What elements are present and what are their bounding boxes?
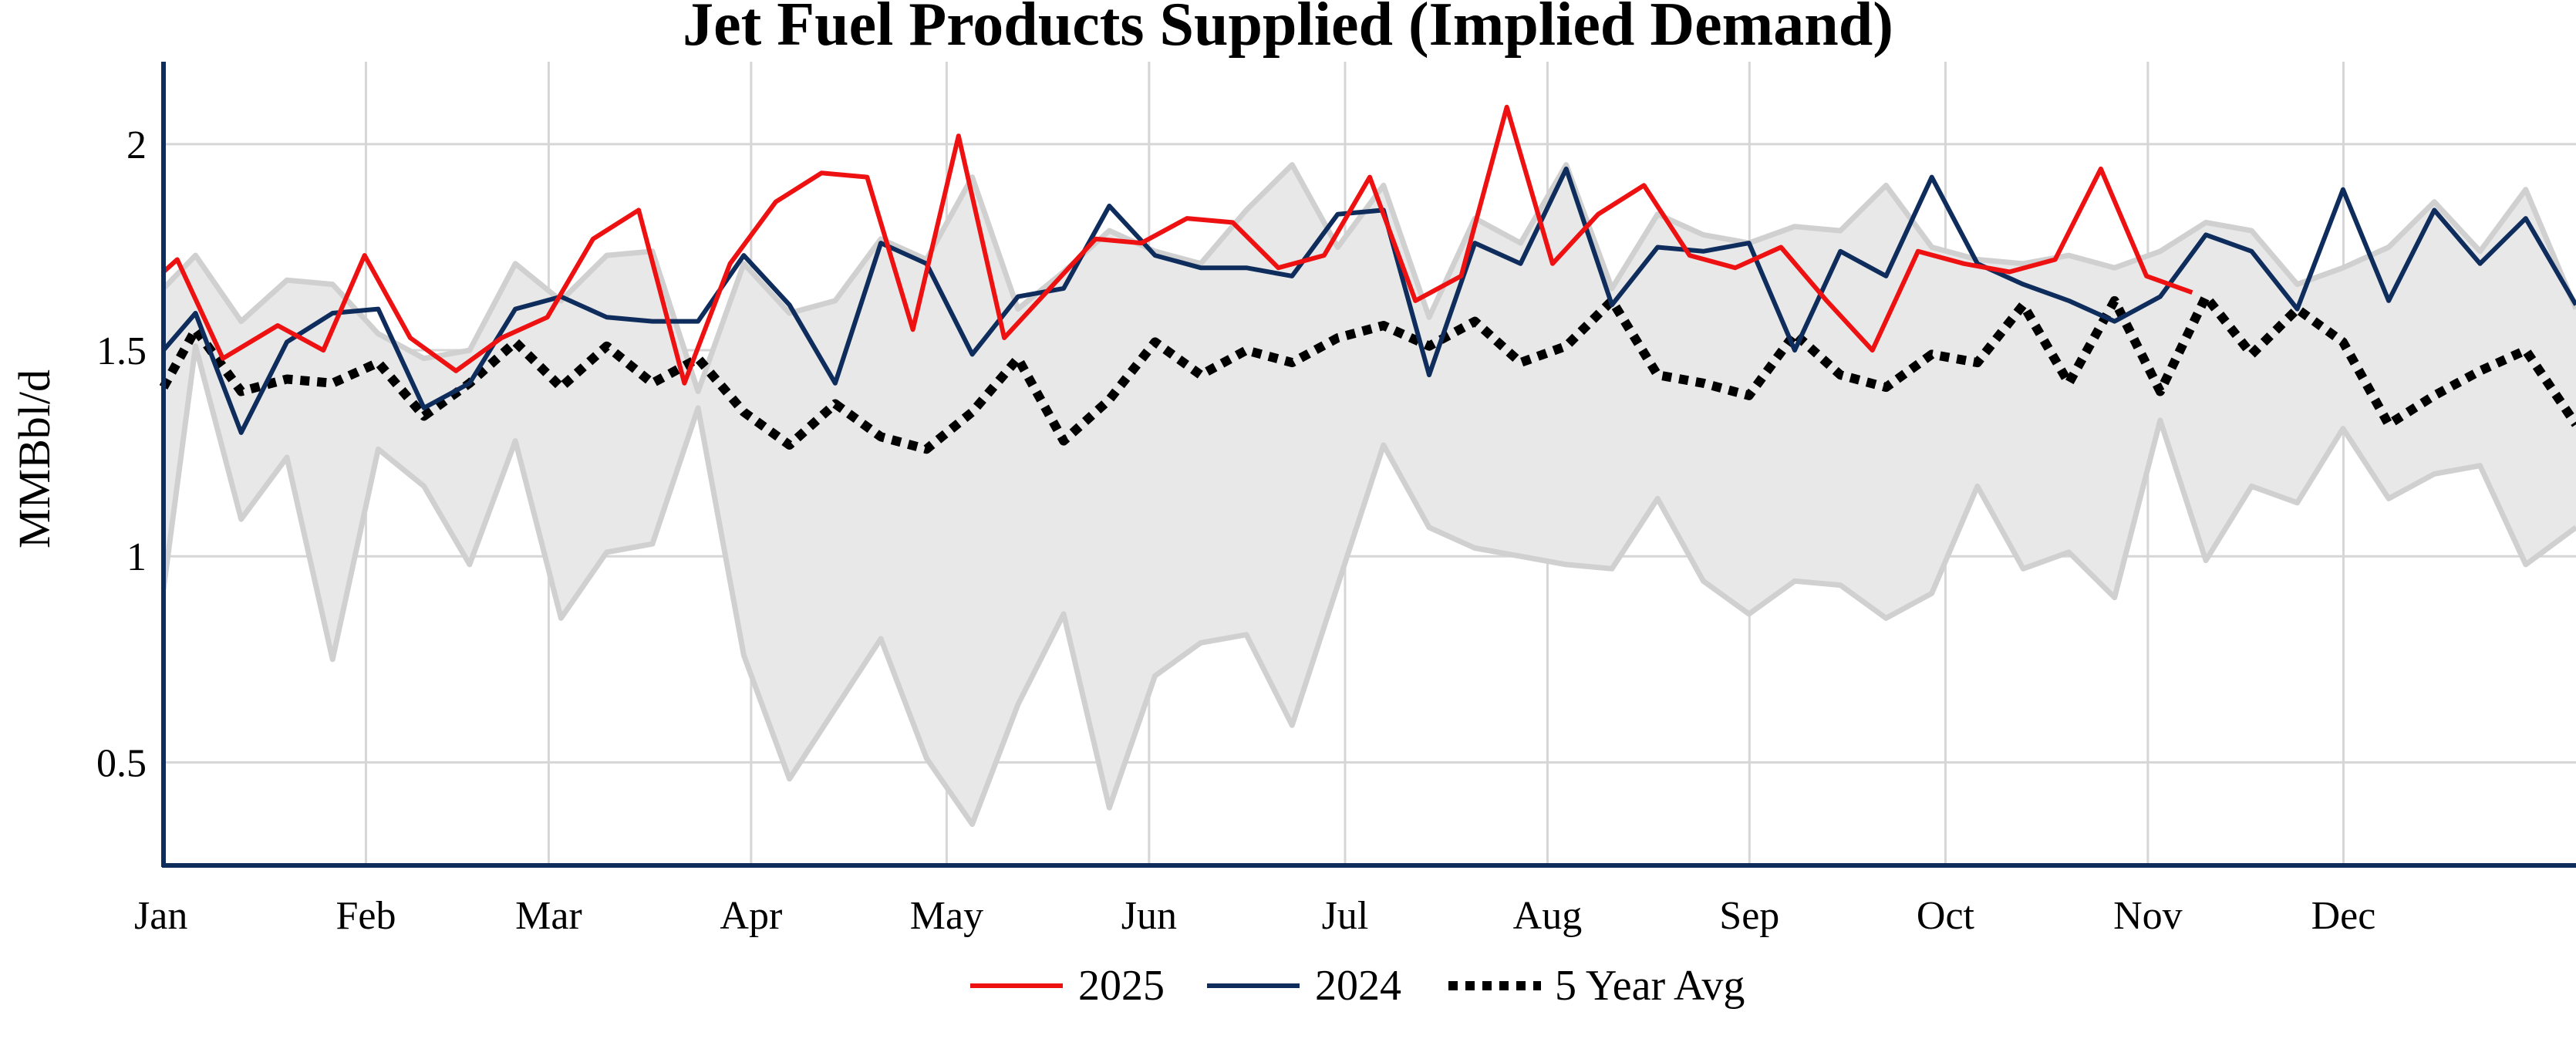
y-tick-label: 0.5 [96,741,147,785]
legend-label: 2024 [1315,962,1401,1010]
axes [161,62,2576,868]
x-tick-label: Jul [1322,894,1369,938]
legend-label: 2025 [1078,962,1165,1010]
x-tick-label: Jun [1121,894,1177,938]
x-tick-label: Mar [515,894,582,938]
y-tick-label: 1.5 [96,329,147,373]
x-tick-label: Jan [134,894,187,938]
y-tick-labels: 0.5 1 1.5 2 [96,123,147,786]
five-year-range-band [160,162,2576,828]
series-line-5-year-avg [159,292,2576,454]
chart-title: Jet Fuel Products Supplied (Implied Dema… [683,0,1893,59]
series-lines [159,104,2576,454]
x-tick-labels: Jan Feb Mar Apr May Jun Jul Aug Sep Oct Nov Dec [134,894,2375,938]
x-tick-label: Nov [2113,894,2183,938]
range-band-fill [164,164,2576,825]
x-tick-label: Dec [2311,894,2376,938]
x-tick-label: Feb [335,894,396,938]
legend: 2025 2024 5 Year Avg [970,962,1745,1010]
x-tick-label: Aug [1513,894,1583,938]
y-tick-label: 1 [126,535,147,579]
y-axis-label: MMBbl/d [9,369,59,548]
x-tick-label: May [910,894,983,938]
range-band-min-line [160,343,2576,828]
series-line-2024 [161,166,2576,435]
y-tick-label: 2 [126,123,147,167]
x-tick-label: Oct [1917,894,1975,938]
x-tick-label: Sep [1719,894,1779,938]
legend-label: 5 Year Avg [1555,962,1745,1010]
series-line-2025 [161,104,2193,386]
range-band-max-line [161,162,2576,394]
x-tick-label: Apr [720,894,782,938]
